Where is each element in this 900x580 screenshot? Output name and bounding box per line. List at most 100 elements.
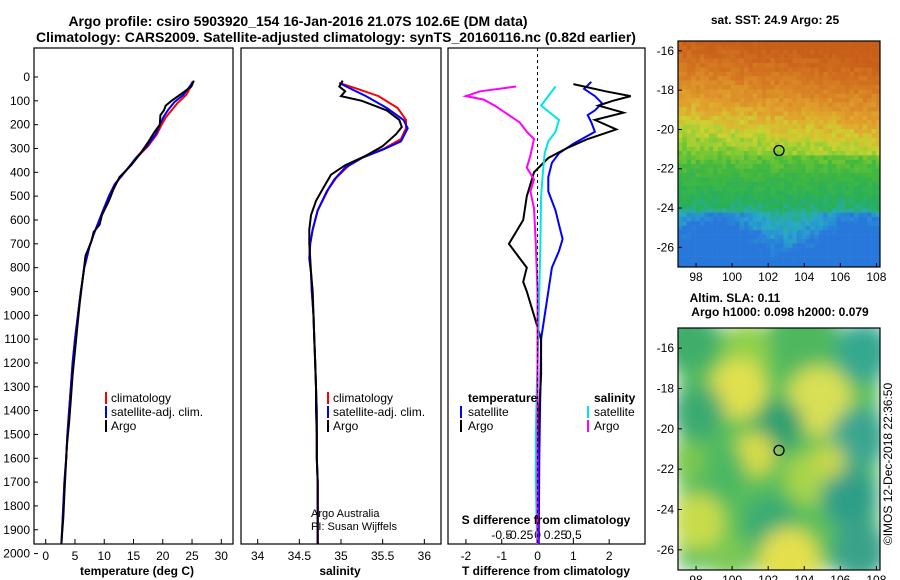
sst-cell: [682, 102, 688, 108]
sst-cell: [678, 243, 683, 249]
sst-cell: [730, 102, 736, 108]
sst-cell: [708, 225, 714, 231]
sst-cell: [744, 217, 749, 222]
sst-cell: [779, 129, 784, 134]
sst-cell: [757, 107, 762, 112]
sst-cell: [678, 49, 683, 55]
sst-cell: [761, 129, 767, 134]
sst-cell: [682, 41, 688, 46]
sst-cell: [713, 234, 718, 240]
sst-cell: [739, 41, 745, 46]
sst-cell: [686, 173, 692, 178]
sst-cell: [796, 58, 802, 64]
sst-cell: [678, 239, 683, 244]
sst-cell: [739, 173, 745, 178]
sst-cell: [788, 146, 793, 152]
sst-cell: [761, 199, 767, 205]
sst-cell: [735, 208, 740, 213]
sst-cell: [783, 41, 789, 46]
sst-cell: [810, 89, 815, 95]
sst-cell: [682, 221, 688, 227]
sst-cell: [862, 225, 868, 231]
sst-cell: [783, 102, 789, 108]
sst-cell: [810, 49, 815, 55]
sst-cell: [704, 173, 710, 178]
sst-cell: [849, 261, 855, 266]
sst-cell: [836, 243, 842, 249]
sst-cell: [876, 181, 880, 187]
sst-cell: [836, 63, 842, 68]
sst-cell: [832, 45, 837, 51]
sst-cell: [717, 256, 723, 262]
sst-cell: [730, 41, 736, 46]
sst-cell: [700, 58, 705, 64]
sst-cell: [854, 54, 859, 59]
sst-cell: [695, 80, 701, 86]
sst-cell: [810, 173, 815, 178]
sst-cell: [854, 93, 859, 99]
sst-cell: [849, 93, 855, 99]
sst-cell: [845, 80, 850, 86]
sst-cell: [752, 146, 758, 152]
sst-cell: [774, 217, 780, 222]
sst-cell: [770, 102, 776, 108]
depth-tick-label: 800: [10, 261, 30, 275]
sst-cell: [713, 67, 718, 73]
sst-cell: [726, 225, 732, 231]
sst-cell: [682, 63, 688, 68]
sst-cell: [810, 54, 815, 59]
sst-cell: [695, 142, 701, 147]
sst-cell: [818, 49, 824, 55]
sst-cell: [717, 181, 723, 187]
sst-cell: [713, 71, 718, 77]
sst-cell: [854, 98, 859, 103]
sst-cell: [695, 252, 701, 257]
sst-cell: [854, 173, 859, 178]
sst-cell: [779, 243, 784, 249]
map-y-tick-label: -26: [657, 240, 675, 254]
sst-cell: [862, 54, 868, 59]
sst-cell: [678, 67, 683, 73]
sst-cell: [801, 261, 806, 266]
sst-cell: [836, 247, 842, 253]
map-x-tick-label: 106: [830, 573, 850, 580]
sst-cell: [748, 107, 754, 112]
sst-cell: [757, 173, 762, 178]
sst-cell: [814, 208, 820, 213]
sst-cell: [691, 208, 696, 213]
sst-cell: [814, 137, 820, 143]
sst-cell: [827, 93, 833, 99]
sst-cell: [792, 142, 798, 147]
sst-cell: [840, 41, 846, 46]
sst-cell: [827, 45, 833, 51]
sst-cell: [792, 168, 798, 174]
sst-cell: [708, 41, 714, 46]
sst-cell: [682, 230, 688, 235]
sst-cell: [744, 256, 749, 262]
sst-cell: [814, 41, 820, 46]
sst-cell: [686, 85, 692, 90]
sst-cell: [788, 71, 793, 77]
sst-cell: [796, 256, 802, 262]
sst-cell: [744, 159, 749, 165]
sst-cell: [695, 217, 701, 222]
sst-cell: [871, 186, 877, 191]
sst-cell: [858, 230, 864, 235]
sst-cell: [739, 45, 745, 51]
sst-cell: [783, 85, 789, 90]
sst-cell: [700, 41, 705, 46]
sst-cell: [867, 159, 872, 165]
sst-cell: [783, 208, 789, 213]
sst-cell: [704, 247, 710, 253]
sst-cell: [682, 159, 688, 165]
legend-label-argo: Argo: [333, 419, 359, 433]
sst-cell: [792, 199, 798, 205]
sst-cell: [827, 155, 833, 161]
sst-cell: [691, 120, 696, 125]
temperature-series: [60, 80, 195, 544]
sst-cell: [862, 89, 868, 95]
sst-cell: [801, 107, 806, 112]
sst-cell: [717, 111, 723, 117]
sst-cell: [796, 243, 802, 249]
